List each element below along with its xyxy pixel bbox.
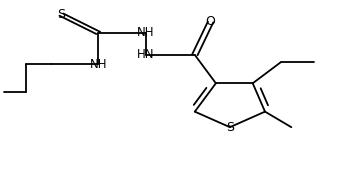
Text: S: S [58,8,65,21]
Text: O: O [206,15,216,29]
Text: S: S [226,121,234,134]
Text: HN: HN [137,48,154,61]
Text: NH: NH [90,57,107,71]
Text: NH: NH [137,26,154,40]
